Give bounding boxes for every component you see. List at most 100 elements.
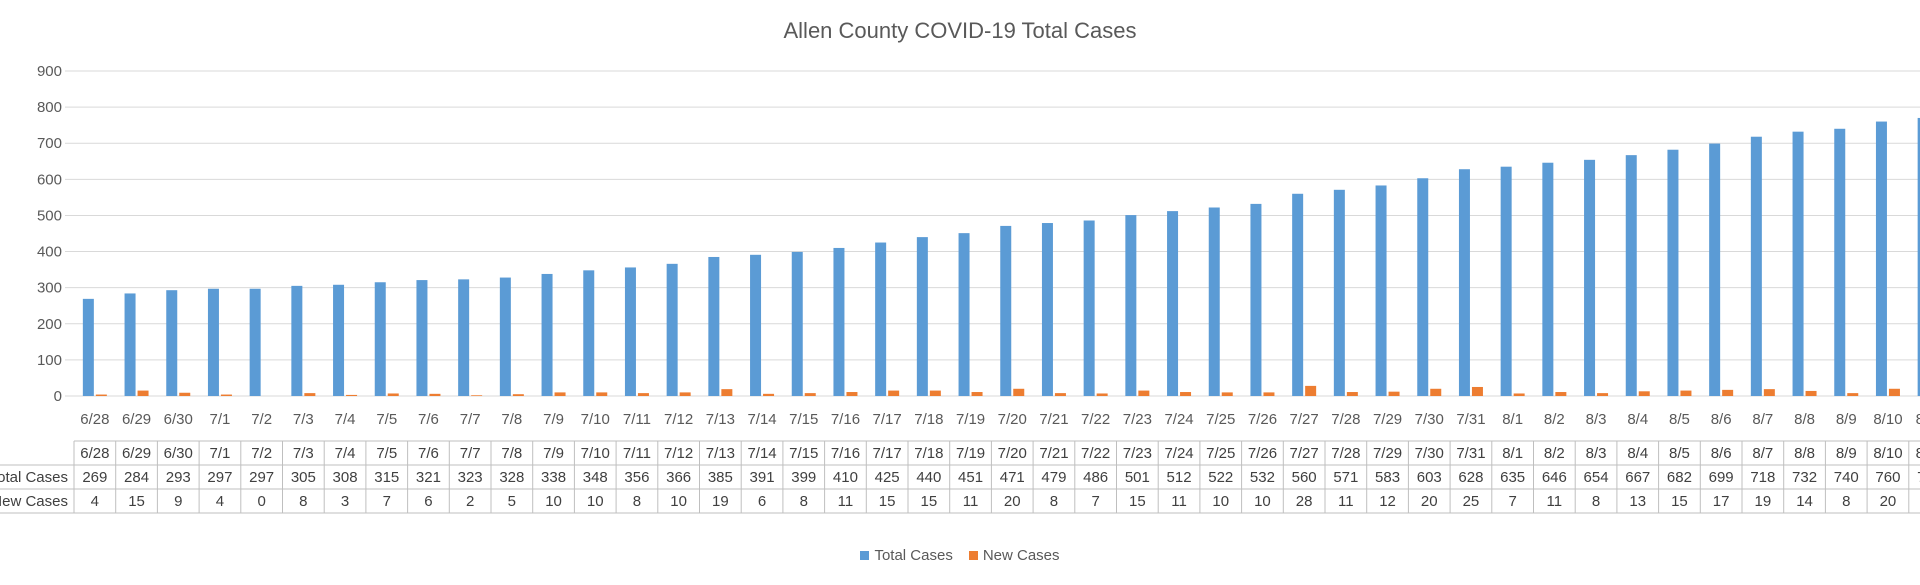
bar-total-cases xyxy=(333,284,345,396)
table-cell: 583 xyxy=(1375,469,1400,486)
x-tick-label: 7/28 xyxy=(1331,411,1360,428)
bar-new-cases xyxy=(1305,385,1317,396)
bar-total-cases xyxy=(1208,207,1220,396)
bar-total-cases xyxy=(958,233,970,396)
table-header-cell: 6/30 xyxy=(164,445,193,462)
table-cell: 479 xyxy=(1041,469,1066,486)
y-tick-label: 100 xyxy=(37,352,62,369)
bar-new-cases xyxy=(1388,391,1400,396)
x-tick-label: 7/15 xyxy=(789,411,818,428)
bar-new-cases xyxy=(1471,386,1483,396)
bar-new-cases xyxy=(888,390,900,396)
bar-new-cases xyxy=(1180,392,1192,396)
table-header-cell: 7/29 xyxy=(1373,445,1402,462)
bar-new-cases xyxy=(596,392,608,396)
table-cell: 11 xyxy=(1547,493,1563,510)
bar-total-cases xyxy=(708,256,720,396)
table-cell: 471 xyxy=(1000,469,1025,486)
table-header-cell: 7/11 xyxy=(623,445,651,462)
bar-new-cases xyxy=(1096,393,1108,396)
table-cell: 8 xyxy=(633,493,641,510)
bar-total-cases xyxy=(1667,149,1679,396)
table-cell: 20 xyxy=(1880,493,1897,510)
table-cell: 654 xyxy=(1584,469,1609,486)
bar-total-cases xyxy=(1625,155,1637,396)
bar-total-cases xyxy=(1750,136,1762,396)
bar-new-cases xyxy=(721,389,733,396)
table-cell: 11 xyxy=(1338,493,1354,510)
table-cell: 770 xyxy=(1917,469,1920,486)
bar-total-cases xyxy=(833,247,845,396)
table-cell: 14 xyxy=(1796,493,1813,510)
bar-total-cases xyxy=(166,290,178,396)
y-tick-label: 700 xyxy=(37,135,62,152)
bar-total-cases xyxy=(1542,162,1554,396)
table-header-cell: 8/10 xyxy=(1873,445,1902,462)
x-tick-label: 7/16 xyxy=(831,411,860,428)
table-header-cell: 7/15 xyxy=(789,445,818,462)
bar-total-cases xyxy=(1417,178,1429,396)
x-tick-label: 7/11 xyxy=(623,411,651,428)
y-tick-label: 200 xyxy=(37,316,62,333)
bar-total-cases xyxy=(1167,211,1179,396)
table-cell: 323 xyxy=(458,469,483,486)
table-cell: 7 xyxy=(383,493,391,510)
table-cell: 410 xyxy=(833,469,858,486)
table-cell: 13 xyxy=(1629,493,1646,510)
bar-new-cases xyxy=(1430,388,1442,396)
table-cell: 12 xyxy=(1379,493,1396,510)
table-cell: 20 xyxy=(1421,493,1438,510)
bar-new-cases xyxy=(387,393,399,396)
table-cell: 3 xyxy=(341,493,349,510)
x-tick-label: 7/4 xyxy=(335,411,356,428)
bar-total-cases xyxy=(750,254,762,396)
table-header-cell: 8/9 xyxy=(1836,445,1857,462)
bar-total-cases xyxy=(416,280,428,396)
legend-swatch xyxy=(968,551,978,560)
table-cell: 732 xyxy=(1792,469,1817,486)
bar-new-cases xyxy=(846,392,858,396)
bar-new-cases xyxy=(1763,389,1775,396)
table-cell: 10 xyxy=(545,493,562,510)
table-cell: 532 xyxy=(1250,469,1275,486)
x-tick-label: 7/26 xyxy=(1248,411,1277,428)
legend-label: Total Cases xyxy=(874,547,953,564)
x-tick-label: 8/4 xyxy=(1627,411,1648,428)
table-cell: 8 xyxy=(1842,493,1850,510)
table-cell: 646 xyxy=(1542,469,1567,486)
x-tick-label: 7/22 xyxy=(1081,411,1110,428)
x-tick-label: 7/19 xyxy=(956,411,985,428)
table-cell: 356 xyxy=(624,469,649,486)
bar-total-cases xyxy=(666,263,678,396)
table-header-cell: 7/4 xyxy=(335,445,356,462)
table-header-cell: 7/28 xyxy=(1331,445,1360,462)
table-series-label: New Cases xyxy=(0,493,68,510)
chart-title: Allen County COVID-19 Total Cases xyxy=(783,18,1137,43)
x-tick-label: 7/8 xyxy=(501,411,522,428)
bar-new-cases xyxy=(1346,392,1358,396)
x-tick-label: 7/18 xyxy=(914,411,943,428)
x-tick-label: 6/28 xyxy=(80,411,109,428)
table-header-cell: 7/31 xyxy=(1456,445,1485,462)
bar-new-cases xyxy=(1722,389,1734,396)
bar-new-cases xyxy=(1888,388,1900,396)
table-cell: 297 xyxy=(249,469,274,486)
table-header-cell: 6/28 xyxy=(80,445,109,462)
x-tick-label: 7/5 xyxy=(376,411,397,428)
bar-new-cases xyxy=(512,394,524,396)
table-cell: 391 xyxy=(750,469,775,486)
table-header-cell: 8/6 xyxy=(1711,445,1732,462)
table-cell: 451 xyxy=(958,469,983,486)
bar-new-cases xyxy=(1638,391,1650,396)
x-tick-label: 7/31 xyxy=(1456,411,1485,428)
table-header-cell: 8/7 xyxy=(1752,445,1773,462)
table-cell: 338 xyxy=(541,469,566,486)
bar-total-cases xyxy=(124,293,136,396)
table-cell: 425 xyxy=(875,469,900,486)
y-tick-label: 600 xyxy=(37,171,62,188)
table-header-cell: 7/16 xyxy=(831,445,860,462)
table-header-cell: 7/24 xyxy=(1164,445,1193,462)
table-cell: 2 xyxy=(466,493,474,510)
table-cell: 11 xyxy=(1171,493,1187,510)
